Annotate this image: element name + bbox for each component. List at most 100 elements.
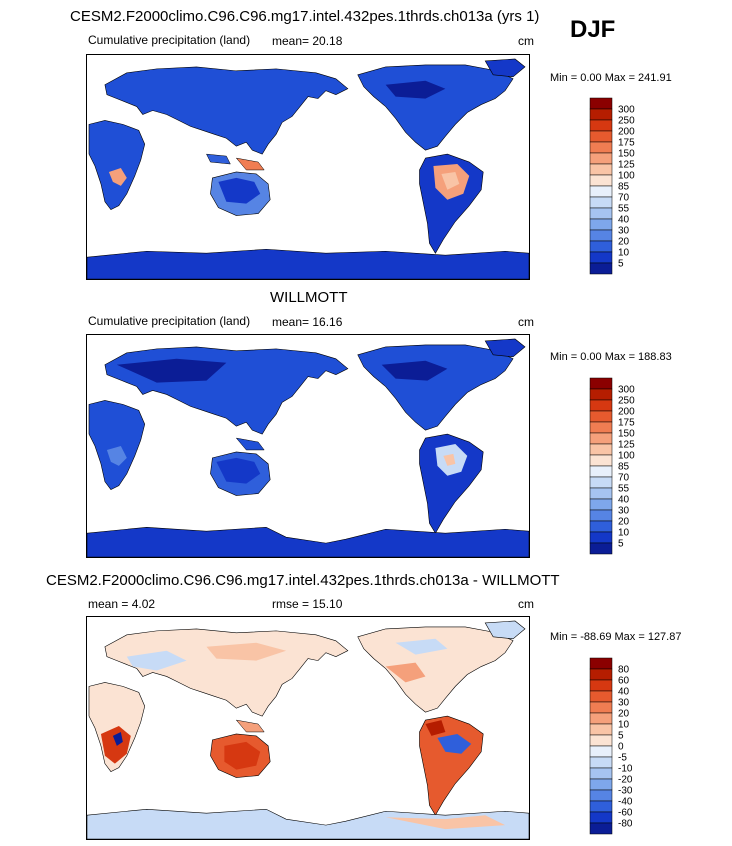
panel3-colorbar: 80 60 40 30 20 10 5 0 -5 -10 -20 -30 -40 -60 -80 xyxy=(589,657,680,836)
panel2-colorbar-swatch xyxy=(589,432,613,445)
panel1-colorbar-label: 30 xyxy=(618,226,630,237)
panel3-colorbar-swatch xyxy=(589,701,613,714)
panel3-mean: mean = 4.02 xyxy=(88,597,156,611)
panel1-colorbar-swatch xyxy=(589,196,613,209)
panel2-colorbar-swatch xyxy=(589,410,613,423)
panel3-colorbar-label: -40 xyxy=(618,797,633,808)
panel2-title: WILLMOTT xyxy=(270,289,348,306)
panel2-colorbar-swatch xyxy=(589,443,613,456)
panel3-colorbar-label: 20 xyxy=(618,709,630,720)
panel3-colorbar-swatch xyxy=(589,789,613,802)
panel2-colorbar-label: 40 xyxy=(618,495,630,506)
panel2-colorbar-swatch xyxy=(589,509,613,522)
panel1-colorbar-label: 10 xyxy=(618,248,630,259)
panel2-colorbar-label: 5 xyxy=(618,539,624,550)
panel2-colorbar-label: 100 xyxy=(618,451,635,462)
panel1-colorbar-label: 70 xyxy=(618,193,630,204)
panel1-colorbar-swatch xyxy=(589,97,613,110)
panel1-colorbar-label: 150 xyxy=(618,149,635,160)
panel3-colorbar-label: -30 xyxy=(618,786,633,797)
panel3-colorbar-label: -80 xyxy=(618,819,633,830)
panel1-colorbar-label: 250 xyxy=(618,116,635,127)
panel1-colorbar: 300 250 200 175 150 125 100 85 70 55 40 30 20 10 5 xyxy=(589,97,680,276)
panel1-colorbar-label: 55 xyxy=(618,204,630,215)
panel2-colorbar-swatch xyxy=(589,487,613,500)
panel2-colorbar-swatch xyxy=(589,542,613,555)
panel2-colorbar-swatch xyxy=(589,388,613,401)
panel1-units: cm xyxy=(518,34,534,48)
panel2-minmax: Min = 0.00 Max = 188.83 xyxy=(550,351,672,363)
panel1-colorbar-swatch xyxy=(589,240,613,253)
panel2-colorbar-label: 70 xyxy=(618,473,630,484)
panel3-colorbar-swatch xyxy=(589,778,613,791)
panel1-map xyxy=(86,54,530,280)
panel2-units: cm xyxy=(518,315,534,329)
panel1-colorbar-swatch xyxy=(589,262,613,275)
panel3-colorbar-label: -20 xyxy=(618,775,633,786)
panel3-colorbar-label: -60 xyxy=(618,808,633,819)
panel1-colorbar-label: 40 xyxy=(618,215,630,226)
panel1-colorbar-swatch xyxy=(589,251,613,264)
panel2-colorbar-swatch xyxy=(589,454,613,467)
panel2-colorbar-label: 300 xyxy=(618,385,635,396)
panel3-colorbar-swatch xyxy=(589,734,613,747)
panel2-colorbar-label: 125 xyxy=(618,440,635,451)
panel2-colorbar-label: 30 xyxy=(618,506,630,517)
panel1-minmax: Min = 0.00 Max = 241.91 xyxy=(550,72,672,84)
panel3-colorbar-swatch xyxy=(589,668,613,681)
panel3-colorbar-label: 5 xyxy=(618,731,624,742)
panel2-colorbar-swatch xyxy=(589,476,613,489)
panel1-colorbar-swatch xyxy=(589,229,613,242)
panel2-colorbar-swatch xyxy=(589,377,613,390)
panel1-colorbar-label: 200 xyxy=(618,127,635,138)
panel1-colorbar-swatch xyxy=(589,152,613,165)
panel2-colorbar-label: 175 xyxy=(618,418,635,429)
panel1-colorbar-swatch xyxy=(589,130,613,143)
panel3-colorbar-swatch xyxy=(589,723,613,736)
panel3-colorbar-label: 10 xyxy=(618,720,630,731)
panel3-colorbar-swatch xyxy=(589,767,613,780)
panel3-colorbar-swatch xyxy=(589,822,613,835)
panel1-colorbar-swatch xyxy=(589,185,613,198)
panel1-mean: mean= 20.18 xyxy=(272,34,343,48)
panel2-colorbar: 300 250 200 175 150 125 100 85 70 55 40 30 20 10 5 xyxy=(589,377,680,556)
panel3-colorbar-swatch xyxy=(589,745,613,758)
panel2-colorbar-swatch xyxy=(589,520,613,533)
panel1-title: CESM2.F2000climo.C96.C96.mg17.intel.432p… xyxy=(70,8,540,25)
panel2-colorbar-label: 10 xyxy=(618,528,630,539)
season-label: DJF xyxy=(570,16,616,43)
panel3-minmax: Min = -88.69 Max = 127.87 xyxy=(550,631,682,643)
panel1-colorbar-swatch xyxy=(589,207,613,220)
panel3-title: CESM2.F2000climo.C96.C96.mg17.intel.432p… xyxy=(46,572,560,589)
panel3-colorbar-label: -10 xyxy=(618,764,633,775)
panel2-colorbar-swatch xyxy=(589,399,613,412)
panel1-colorbar-label: 175 xyxy=(618,138,635,149)
panel2-colorbar-swatch xyxy=(589,465,613,478)
panel3-rmse: rmse = 15.10 xyxy=(272,597,343,611)
panel1-variable-label: Cumulative precipitation (land) xyxy=(88,33,251,47)
panel3-colorbar-swatch xyxy=(589,811,613,824)
panel1-colorbar-label: 85 xyxy=(618,182,630,193)
panel3-colorbar-swatch xyxy=(589,800,613,813)
panel2-colorbar-label: 150 xyxy=(618,429,635,440)
panel1-colorbar-label: 20 xyxy=(618,237,630,248)
panel1-colorbar-label: 5 xyxy=(618,259,624,270)
panel3-colorbar-label: 80 xyxy=(618,665,630,676)
panel3-colorbar-label: 0 xyxy=(618,742,624,753)
panel1-colorbar-swatch xyxy=(589,163,613,176)
panel3-units: cm xyxy=(518,597,534,611)
panel3-colorbar-swatch xyxy=(589,712,613,725)
panel1-colorbar-swatch xyxy=(589,141,613,154)
panel3-colorbar-label: 30 xyxy=(618,698,630,709)
panel2-colorbar-label: 200 xyxy=(618,407,635,418)
panel2-colorbar-swatch xyxy=(589,531,613,544)
panel2-variable-label: Cumulative precipitation (land) xyxy=(88,314,251,328)
panel1-colorbar-label: 100 xyxy=(618,171,635,182)
panel2-colorbar-swatch xyxy=(589,421,613,434)
panel3-colorbar-swatch xyxy=(589,679,613,692)
panel2-colorbar-label: 250 xyxy=(618,396,635,407)
panel3-colorbar-swatch xyxy=(589,690,613,703)
panel2-mean: mean= 16.16 xyxy=(272,315,343,329)
panel3-colorbar-label: 40 xyxy=(618,687,630,698)
panel1-colorbar-swatch xyxy=(589,108,613,121)
